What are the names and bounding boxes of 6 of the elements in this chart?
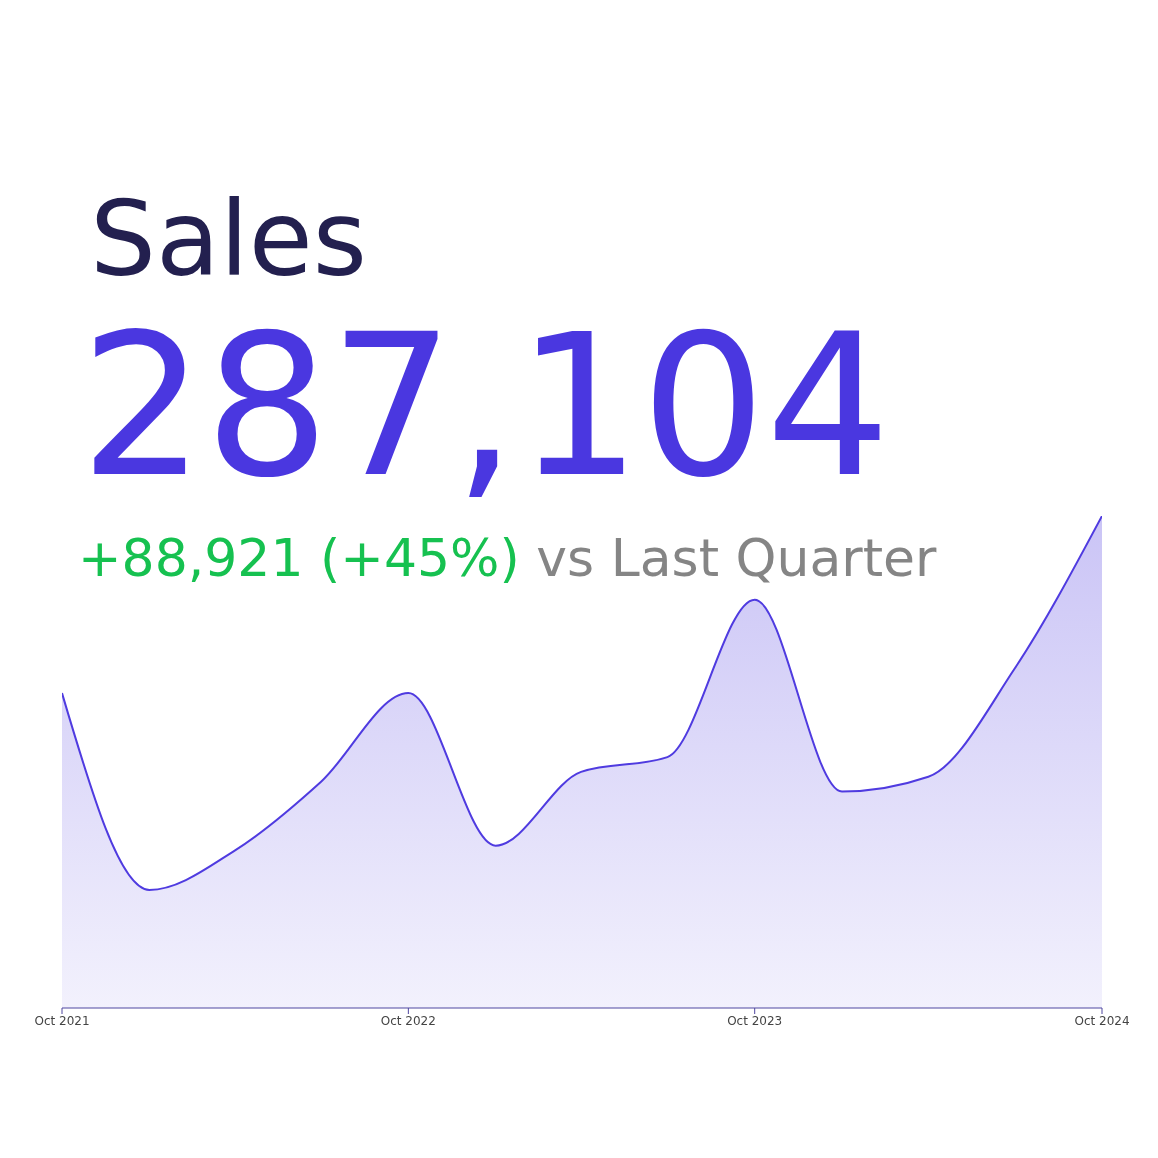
- x-tick-label: Oct 2022: [380, 1013, 436, 1028]
- x-tick-label: Oct 2021: [34, 1013, 90, 1028]
- annotation: vs Last Quarter: [535, 528, 937, 588]
- x-tick-label: Oct 2023: [727, 1013, 783, 1028]
- x-tick-label: Oct 2024: [1074, 1013, 1130, 1028]
- annotation: +88,921 (+45%): [78, 528, 520, 588]
